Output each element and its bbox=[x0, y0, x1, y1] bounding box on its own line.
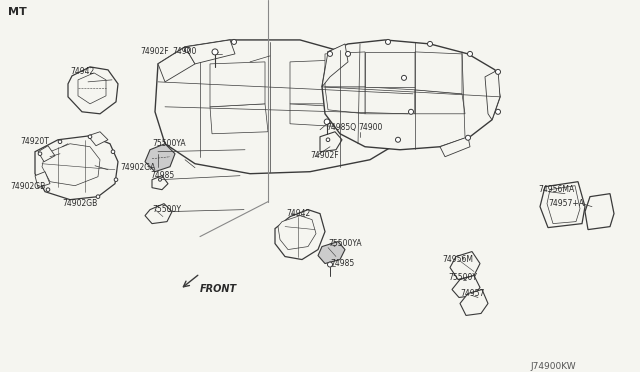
Circle shape bbox=[58, 140, 62, 144]
Text: 74985: 74985 bbox=[330, 259, 355, 268]
Polygon shape bbox=[210, 62, 265, 107]
Polygon shape bbox=[210, 104, 268, 134]
Text: 74985: 74985 bbox=[150, 171, 174, 180]
Text: 74956M: 74956M bbox=[442, 255, 473, 264]
Text: 74920T: 74920T bbox=[20, 137, 49, 146]
Polygon shape bbox=[450, 251, 480, 279]
Circle shape bbox=[467, 51, 472, 57]
Text: 74957+A: 74957+A bbox=[548, 199, 584, 208]
Polygon shape bbox=[585, 194, 614, 230]
Circle shape bbox=[465, 135, 470, 140]
Polygon shape bbox=[415, 90, 465, 114]
Circle shape bbox=[495, 109, 500, 114]
Text: 75500YA: 75500YA bbox=[328, 239, 362, 248]
Polygon shape bbox=[145, 203, 172, 224]
Polygon shape bbox=[322, 44, 348, 87]
Circle shape bbox=[495, 70, 500, 74]
Circle shape bbox=[401, 76, 406, 80]
Text: 74902GB: 74902GB bbox=[10, 182, 45, 191]
Polygon shape bbox=[322, 40, 500, 150]
Circle shape bbox=[326, 138, 330, 142]
Polygon shape bbox=[452, 276, 480, 298]
Polygon shape bbox=[35, 172, 50, 187]
Polygon shape bbox=[547, 186, 580, 224]
Polygon shape bbox=[325, 87, 365, 114]
Polygon shape bbox=[158, 47, 195, 82]
Polygon shape bbox=[145, 144, 175, 172]
Text: 74942: 74942 bbox=[70, 67, 94, 76]
Polygon shape bbox=[365, 52, 415, 87]
Polygon shape bbox=[42, 144, 100, 186]
Circle shape bbox=[46, 188, 50, 192]
Circle shape bbox=[88, 135, 92, 138]
Circle shape bbox=[408, 109, 413, 114]
Polygon shape bbox=[320, 132, 342, 152]
Circle shape bbox=[232, 39, 237, 44]
Polygon shape bbox=[275, 210, 325, 260]
Polygon shape bbox=[460, 289, 488, 315]
Text: MT: MT bbox=[8, 7, 27, 17]
Text: 75500Y: 75500Y bbox=[152, 205, 181, 214]
Circle shape bbox=[212, 49, 218, 55]
Circle shape bbox=[114, 178, 118, 182]
Polygon shape bbox=[318, 241, 345, 263]
Text: 74902GB: 74902GB bbox=[62, 199, 97, 208]
Text: J74900KW: J74900KW bbox=[530, 362, 575, 371]
Text: 74900: 74900 bbox=[358, 123, 382, 132]
Text: FRONT: FRONT bbox=[200, 285, 237, 295]
Text: 74957: 74957 bbox=[460, 289, 484, 298]
Polygon shape bbox=[325, 52, 365, 87]
Polygon shape bbox=[440, 137, 470, 157]
Polygon shape bbox=[155, 40, 413, 174]
Text: 74902F: 74902F bbox=[140, 47, 168, 57]
Text: 74900: 74900 bbox=[172, 47, 196, 57]
Circle shape bbox=[111, 150, 115, 154]
Polygon shape bbox=[38, 146, 55, 162]
Text: 75500YA: 75500YA bbox=[152, 139, 186, 148]
Text: 74902F: 74902F bbox=[310, 151, 339, 160]
Polygon shape bbox=[68, 67, 118, 114]
Polygon shape bbox=[152, 176, 168, 190]
Circle shape bbox=[428, 41, 433, 46]
Circle shape bbox=[38, 152, 42, 155]
Circle shape bbox=[184, 47, 189, 52]
Polygon shape bbox=[415, 52, 462, 94]
Circle shape bbox=[328, 262, 333, 267]
Circle shape bbox=[324, 119, 330, 125]
Polygon shape bbox=[485, 70, 500, 120]
Text: 74985Q: 74985Q bbox=[326, 123, 356, 132]
Polygon shape bbox=[290, 104, 342, 127]
Circle shape bbox=[396, 137, 401, 142]
Circle shape bbox=[159, 178, 161, 181]
Text: 75500Y: 75500Y bbox=[448, 273, 477, 282]
Polygon shape bbox=[35, 136, 118, 200]
Circle shape bbox=[328, 51, 333, 57]
Text: 74956MA: 74956MA bbox=[538, 185, 574, 194]
Polygon shape bbox=[88, 132, 108, 146]
Circle shape bbox=[96, 195, 100, 198]
Circle shape bbox=[346, 51, 351, 57]
Polygon shape bbox=[185, 40, 235, 64]
Polygon shape bbox=[365, 87, 415, 114]
Polygon shape bbox=[290, 60, 342, 104]
Text: 74942: 74942 bbox=[286, 209, 310, 218]
Polygon shape bbox=[390, 77, 413, 120]
Polygon shape bbox=[540, 182, 585, 228]
Polygon shape bbox=[278, 216, 316, 250]
Polygon shape bbox=[78, 73, 106, 104]
Circle shape bbox=[385, 39, 390, 44]
Text: 74902GA: 74902GA bbox=[120, 163, 156, 172]
